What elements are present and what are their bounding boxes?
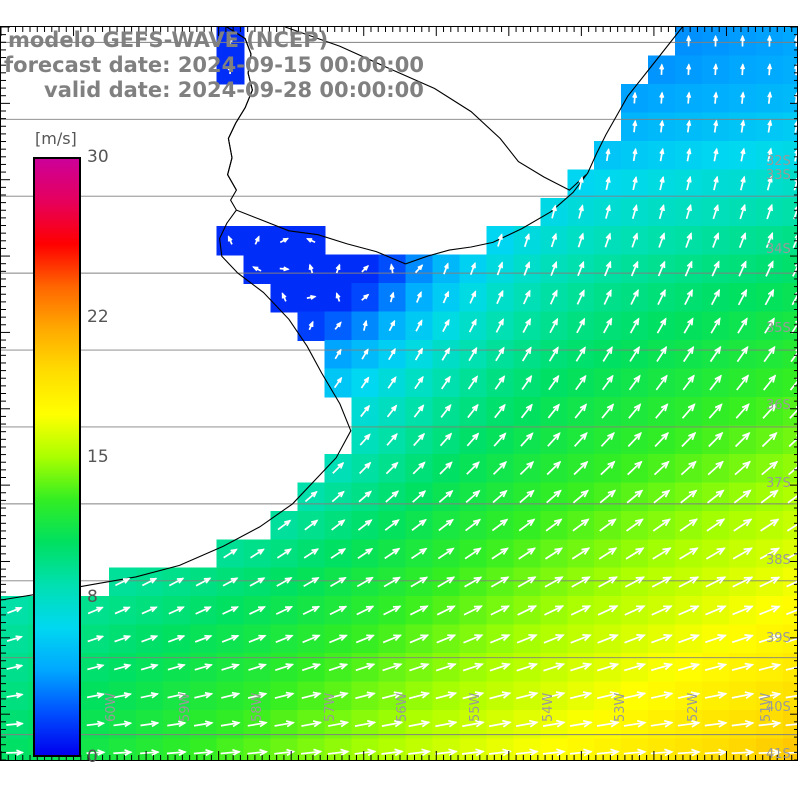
colorbar-tick-15: 15 bbox=[87, 447, 109, 467]
colorbar: [m/s] 30 22 15 8 0 bbox=[33, 129, 109, 767]
colorbar-box bbox=[33, 157, 81, 757]
coast-segment-2 bbox=[226, 27, 253, 191]
lat-label-32S: 32S bbox=[766, 153, 791, 169]
lon-label-59W: 59W bbox=[177, 692, 193, 722]
lat-label-37S: 37S bbox=[766, 476, 791, 492]
speed-cells bbox=[1, 27, 797, 760]
colorbar-gradient bbox=[35, 159, 79, 755]
lon-label-60W: 60W bbox=[104, 692, 120, 722]
colorbar-tick-22: 22 bbox=[87, 307, 109, 328]
lon-label-53W: 53W bbox=[613, 692, 629, 722]
field-canvas bbox=[1, 27, 797, 760]
colorbar-tick-30: 30 bbox=[87, 147, 109, 167]
coast-segment-1 bbox=[1, 209, 352, 601]
colorbar-tick-8: 8 bbox=[87, 586, 98, 607]
lat-label-39S: 39S bbox=[766, 630, 791, 646]
lat-label-35S: 35S bbox=[766, 320, 791, 336]
lat-label-41S: 41S bbox=[766, 747, 791, 763]
coast-segment-3 bbox=[285, 27, 587, 191]
lon-label-52W: 52W bbox=[685, 692, 701, 722]
lon-label-56W: 56W bbox=[395, 692, 411, 722]
axis-ticks bbox=[1, 27, 797, 760]
graticule bbox=[1, 41, 797, 736]
lon-label-54W: 54W bbox=[540, 692, 556, 722]
coastline bbox=[1, 27, 683, 601]
lat-label-34S: 34S bbox=[766, 241, 791, 257]
lon-label-51W: 51W bbox=[758, 692, 774, 722]
colorbar-tick-0: 0 bbox=[87, 747, 98, 767]
lat-label-36S: 36S bbox=[766, 397, 791, 413]
colorbar-unit-label: [m/s] bbox=[35, 129, 77, 148]
lon-label-58W: 58W bbox=[250, 692, 266, 722]
lon-label-55W: 55W bbox=[468, 692, 484, 722]
lat-label-33S: 33S bbox=[766, 168, 791, 184]
plot-area[interactable] bbox=[0, 26, 798, 761]
lon-label-57W: 57W bbox=[322, 692, 338, 722]
lat-label-38S: 38S bbox=[766, 553, 791, 569]
lat-label-40S: 40S bbox=[766, 699, 791, 715]
